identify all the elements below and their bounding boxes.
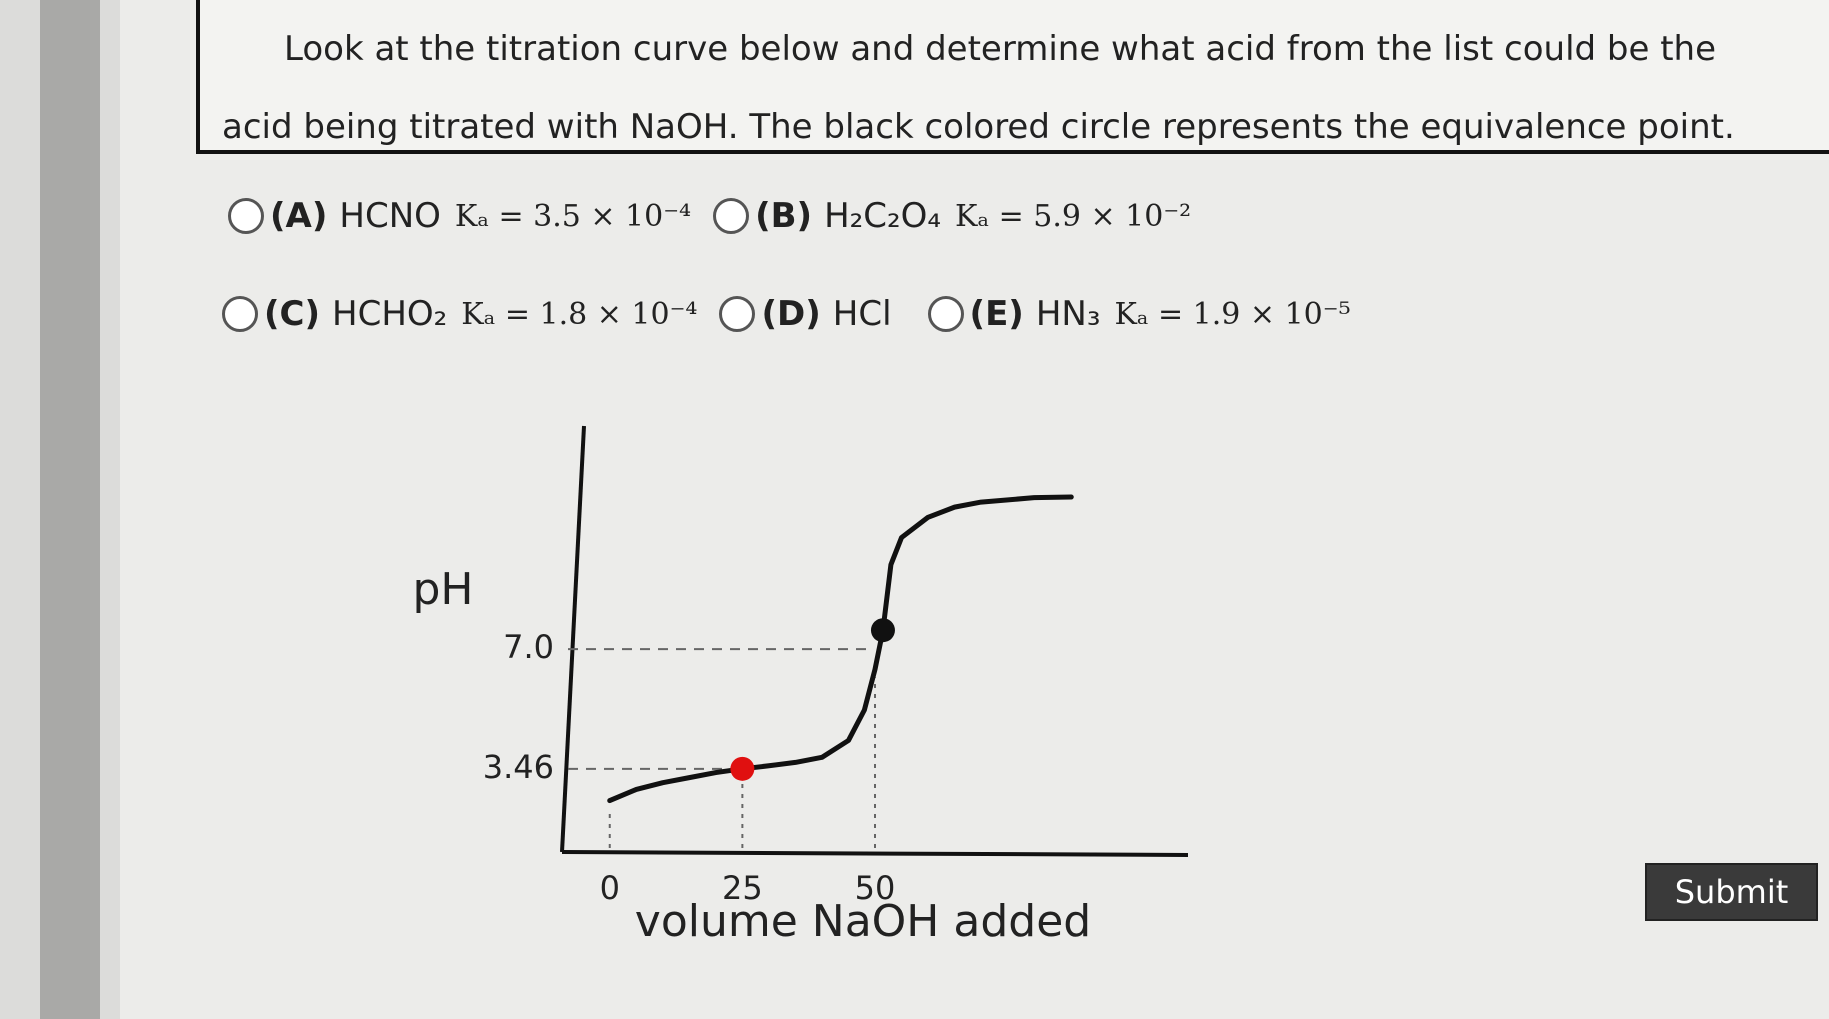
radio[interactable] xyxy=(719,296,756,332)
radio[interactable] xyxy=(222,296,258,332)
option-acid: HCl xyxy=(832,294,892,334)
y-axis xyxy=(560,425,586,853)
option-letter: (B) xyxy=(755,196,813,236)
x-tick-label: 50 xyxy=(855,869,896,907)
submit-button[interactable]: Submit xyxy=(1645,863,1818,921)
option-ka: Kₐ = 5.9 × 10⁻² xyxy=(955,198,1192,234)
option-letter: (E) xyxy=(969,294,1024,334)
sidebar-edge xyxy=(40,0,100,1019)
radio[interactable] xyxy=(927,296,964,332)
option-acid: H₂C₂O₄ xyxy=(824,196,942,236)
option[interactable]: (B) H₂C₂O₄ Kₐ = 5.9 × 10⁻² xyxy=(713,196,1191,236)
option-ka: Kₐ = 1.8 × 10⁻⁴ xyxy=(461,296,698,332)
y-tick-label: 3.46 xyxy=(483,748,554,786)
question-text: Look at the titration curve below and de… xyxy=(222,29,1735,147)
option-ka: Kₐ = 1.9 × 10⁻⁵ xyxy=(1114,296,1351,332)
titration-curve xyxy=(607,494,1074,804)
question-box xyxy=(196,0,1829,154)
x-tick-label: 0 xyxy=(600,869,620,907)
option[interactable]: (E) HN₃ Kₐ = 1.9 × 10⁻⁵ xyxy=(927,294,1351,334)
point-marker xyxy=(730,756,755,781)
option-acid: HCNO xyxy=(339,196,441,236)
option-letter: (A) xyxy=(270,196,328,236)
option[interactable]: (C) HCHO₂ Kₐ = 1.8 × 10⁻⁴ xyxy=(222,294,697,334)
radio[interactable] xyxy=(228,198,264,234)
x-axis xyxy=(561,850,1189,857)
option[interactable]: (D) HCl xyxy=(719,294,905,334)
option-acid: HCHO₂ xyxy=(332,294,448,334)
point-marker xyxy=(870,618,895,643)
option-letter: (D) xyxy=(761,294,821,334)
option-ka: Kₐ = 3.5 × 10⁻⁴ xyxy=(454,198,692,234)
options-row: (C) HCHO₂ Kₐ = 1.8 × 10⁻⁴ (D) HCl (E) HN₃ Kₐ … xyxy=(222,294,1373,334)
option-letter: (C) xyxy=(264,294,321,334)
y-tick-label: 7.0 xyxy=(503,628,554,666)
option[interactable]: (A) HCNO Kₐ = 3.5 × 10⁻⁴ xyxy=(228,196,691,236)
x-tick-label: 25 xyxy=(722,869,763,907)
radio[interactable] xyxy=(713,198,750,234)
x-axis-label: volume NaOH added xyxy=(635,896,1091,947)
y-axis-label: pH xyxy=(412,564,473,615)
option-acid: HN₃ xyxy=(1035,294,1101,334)
options-row: (A) HCNO Kₐ = 3.5 × 10⁻⁴ (B) H₂C₂O₄ Kₐ = 5.9… xyxy=(228,196,1213,236)
